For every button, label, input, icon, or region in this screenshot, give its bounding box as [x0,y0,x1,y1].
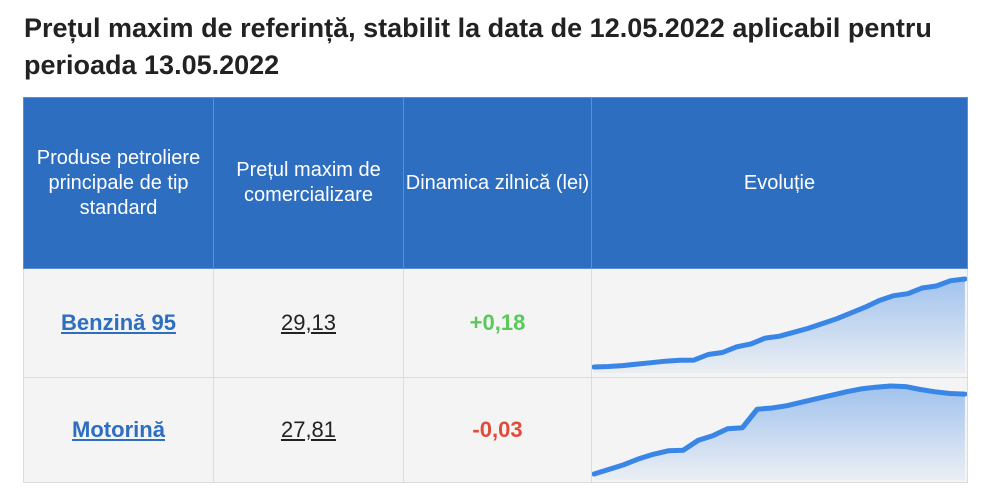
table-row: Motorină 27,81 -0,03 [23,377,968,483]
header-evolution: Evoluție [591,97,968,269]
dynamics-cell: +0,18 [403,268,592,378]
sparkline-line [592,276,967,370]
sparkline-line [592,383,967,477]
daily-delta: -0,03 [472,417,523,442]
dynamics-cell: -0,03 [403,377,592,483]
evolution-cell [591,377,968,483]
evolution-sparkline [592,276,967,373]
price-table: Produse petroliere principale de tip sta… [23,97,968,483]
header-dynamics: Dinamica zilnică (lei) [403,97,592,269]
price-value[interactable]: 27,81 [280,417,337,442]
price-cell: 27,81 [213,377,404,483]
price-cell: 29,13 [213,268,404,378]
product-link-motorina[interactable]: Motorină [72,417,165,442]
sparkline-area [594,386,965,480]
product-cell: Benzină 95 [23,268,214,378]
product-cell: Motorină [23,377,214,483]
price-value[interactable]: 29,13 [280,310,337,335]
table-row: Benzină 95 29,13 +0,18 [23,268,968,378]
header-product: Produse petroliere principale de tip sta… [23,97,214,269]
page-title: Prețul maxim de referință, stabilit la d… [24,13,932,80]
daily-delta: +0,18 [469,310,526,335]
sparkline-area [594,279,965,373]
header-price: Prețul maxim de comercializare [213,97,404,269]
evolution-cell [591,268,968,378]
evolution-sparkline [592,383,967,480]
table-header-row: Produse petroliere principale de tip sta… [23,97,968,269]
product-link-benzina-95[interactable]: Benzină 95 [61,310,176,335]
